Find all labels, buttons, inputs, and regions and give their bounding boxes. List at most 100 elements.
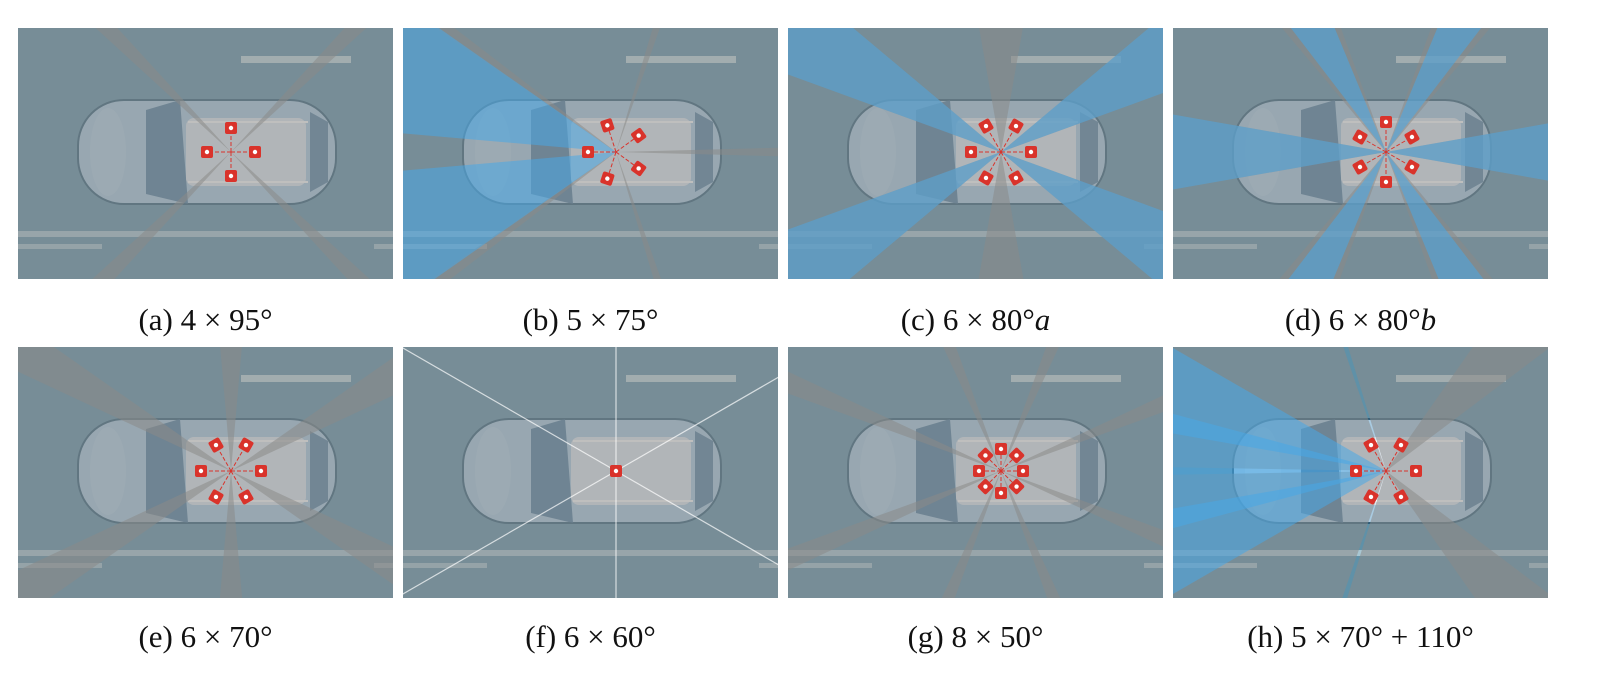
- fov-cone-h-0: [1386, 347, 1548, 598]
- fov-cone-c-7: [788, 152, 1001, 279]
- fov-cone-g-6: [943, 347, 1059, 471]
- fov-cone-b-4: [431, 152, 661, 279]
- sensor-lens-d-3: [1357, 134, 1363, 140]
- scene-c: [788, 28, 1163, 279]
- panel-d: [1173, 28, 1548, 279]
- fov-cone-a-1: [92, 152, 370, 279]
- fov-cone-b-5: [403, 28, 616, 152]
- fov-cone-h-6: [1173, 348, 1386, 471]
- fov-cone-a-2: [18, 28, 231, 279]
- caption-b: (b) 5 × 75°: [403, 304, 778, 335]
- fov-cone-e-1: [219, 471, 393, 598]
- fov-cone-f-3: [403, 348, 616, 594]
- sensor-link-b-3: [615, 151, 639, 169]
- sensor-lens-d-4: [1383, 119, 1389, 125]
- caption-a-config: 4 × 95°: [180, 302, 273, 337]
- sensor-array-g: [973, 443, 1029, 499]
- sensor-lens-g-3: [983, 484, 988, 489]
- fov-cones-a: [18, 28, 393, 279]
- fov-cone-h-7: [1173, 471, 1386, 594]
- caption-a: (a) 4 × 95°: [18, 304, 393, 335]
- sensor-lens-e-1: [243, 494, 249, 500]
- fov-cone-f-1: [616, 471, 778, 598]
- scene-a: [18, 28, 393, 279]
- fov-cone-b-2: [616, 28, 778, 157]
- sensor-lens-c-0: [1028, 149, 1034, 155]
- caption-e-label: (e): [138, 619, 173, 654]
- caption-g-label: (g): [907, 619, 944, 654]
- fov-cones-c: [788, 28, 1163, 279]
- sensor-lens-g-2: [998, 490, 1004, 496]
- fov-cones-h: [1173, 347, 1548, 598]
- sensor-lens-a-0: [252, 149, 258, 155]
- fov-cone-f-0: [616, 377, 778, 565]
- fov-cone-e-3: [18, 347, 231, 598]
- fov-cones-d: [1173, 28, 1548, 279]
- fov-cones-b: [403, 28, 778, 279]
- sensor-lens-g-0: [1020, 468, 1026, 474]
- sensor-lens-h-3: [1353, 468, 1359, 474]
- fov-cone-d-6: [1386, 123, 1548, 181]
- caption-h: (h) 5 × 70° + 110°: [1173, 621, 1548, 652]
- fov-cone-a-3: [95, 28, 367, 152]
- sensor-lens-a-1: [228, 173, 234, 179]
- caption-b-label: (b): [522, 302, 559, 337]
- lane-line-bottom-h: [1173, 550, 1548, 556]
- fov-cone-g-5: [788, 347, 1001, 471]
- fov-cones-g: [788, 347, 1163, 598]
- sensor-lens-a-2: [204, 149, 210, 155]
- caption-g-config: 8 × 50°: [951, 619, 1044, 654]
- fov-ray-f-1: [615, 470, 778, 566]
- sensor-link-b-4: [606, 151, 617, 179]
- caption-e-config: 6 × 70°: [180, 619, 273, 654]
- sensor-lens-e-4: [213, 442, 219, 448]
- sensor-lens-d-2: [1357, 164, 1363, 170]
- sensor-lens-c-5: [1013, 123, 1019, 129]
- scene-g: [788, 347, 1163, 598]
- sensor-lens-f-hub: [613, 468, 619, 474]
- sensor-lens-h-4: [1368, 442, 1374, 448]
- fov-cone-f-5: [616, 347, 778, 471]
- sensor-array-b: [582, 118, 647, 186]
- caption-c-label: (c): [900, 302, 936, 337]
- panel-h: [1173, 347, 1548, 598]
- fov-cone-c-6: [1001, 152, 1163, 279]
- sensor-lens-c-4: [983, 123, 989, 129]
- caption-f-config: 6 × 60°: [563, 619, 656, 654]
- caption-d-config: 6 × 80°: [1328, 302, 1421, 337]
- fov-ray-f-0: [615, 376, 778, 472]
- caption-a-label: (a): [138, 302, 173, 337]
- sensor-lens-d-0: [1409, 164, 1415, 170]
- sensor-lens-d-5: [1409, 134, 1415, 140]
- sensor-lens-e-0: [258, 468, 264, 474]
- sensor-lens-h-0: [1413, 468, 1419, 474]
- scene-e: [18, 347, 393, 598]
- fov-cone-g-0: [1001, 395, 1163, 547]
- sensor-array-c: [965, 118, 1037, 186]
- fov-cone-g-2: [941, 471, 1061, 598]
- caption-d: (d) 6 × 80°b: [1173, 304, 1548, 335]
- sensor-lens-b-2: [636, 133, 641, 138]
- sensor-lens-c-3: [968, 149, 974, 155]
- caption-c-suffix: a: [1034, 302, 1051, 337]
- sensor-lens-g-4: [976, 468, 982, 474]
- scene-d: [1173, 28, 1548, 279]
- scene-b: [403, 28, 778, 279]
- fov-cone-d-9: [1288, 152, 1386, 279]
- panel-f: [403, 347, 778, 598]
- sensor-lens-g-7: [1014, 453, 1019, 458]
- panel-b: [403, 28, 778, 279]
- fov-cone-d-7: [1173, 114, 1386, 190]
- caption-e: (e) 6 × 70°: [18, 621, 393, 652]
- sensor-lens-d-1: [1383, 179, 1389, 185]
- fov-cone-g-7: [1001, 347, 1163, 471]
- sensor-lens-b-1: [605, 123, 610, 128]
- sensor-lens-b-3: [636, 166, 641, 171]
- fov-cones-f: [403, 347, 778, 598]
- sensor-link-b-1: [606, 125, 617, 153]
- sensor-lens-h-2: [1368, 494, 1374, 500]
- sensor-array-a: [201, 122, 261, 182]
- sensor-array-e: [195, 437, 267, 505]
- caption-b-config: 5 × 75°: [566, 302, 659, 337]
- fov-cone-b-3: [616, 147, 778, 279]
